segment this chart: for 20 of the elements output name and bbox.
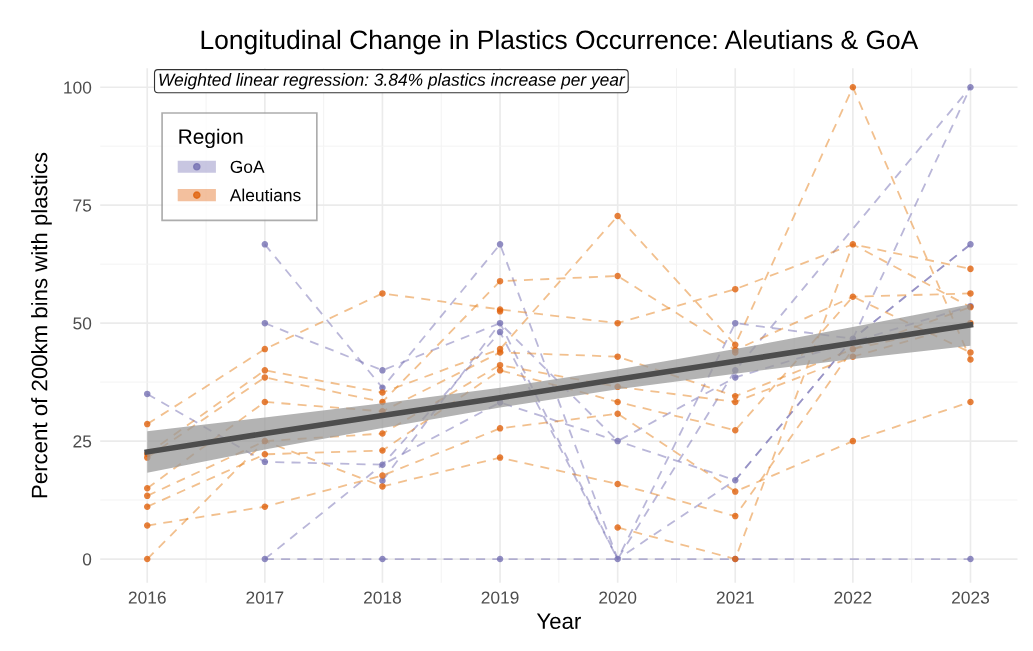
legend-title: Region <box>179 128 243 149</box>
x-tick-label: 2023 <box>952 591 990 604</box>
x-tick-label: 2021 <box>716 591 754 604</box>
y-axis-title: Percent of 200km bins with plastics <box>31 152 52 498</box>
y-tick-label: 50 <box>73 317 92 330</box>
annotation: Weighted linear regression: 3.84% plastics increase per year <box>159 73 626 90</box>
x-tick-label: 2016 <box>128 591 166 604</box>
y-tick-label: 100 <box>64 81 92 94</box>
x-tick-label: 2020 <box>599 591 637 604</box>
chart-title: Longitudinal Change in Plastics Occurrence: Aleutians & GoA <box>201 29 919 55</box>
x-tick-label: 2022 <box>834 591 872 604</box>
x-tick-label: 2017 <box>246 591 284 604</box>
legend-label: Aleutians <box>229 188 301 202</box>
x-tick-label: 2019 <box>481 591 519 604</box>
x-axis-title: Year <box>536 613 581 630</box>
x-tick-label: 2018 <box>364 591 402 604</box>
y-tick-label: 0 <box>82 553 92 566</box>
legend-label: GoA <box>230 160 265 173</box>
y-tick-label: 25 <box>73 435 92 448</box>
y-tick-label: 75 <box>73 199 92 212</box>
